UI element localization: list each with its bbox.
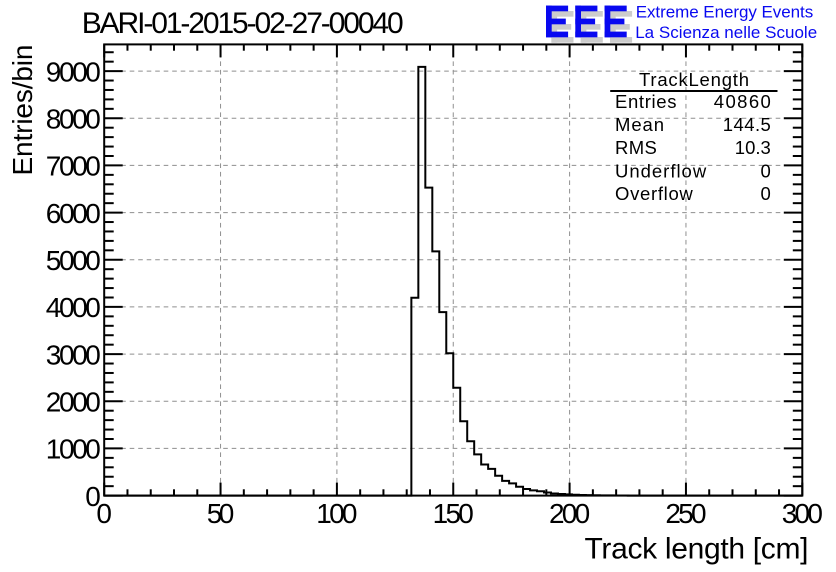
svg-text:BARI-01-2015-02-27-00040: BARI-01-2015-02-27-00040 [82,7,404,40]
svg-text:0: 0 [761,183,771,204]
svg-text:7000: 7000 [46,151,101,182]
svg-text:150: 150 [433,498,474,529]
svg-text:50: 50 [207,498,235,529]
svg-text:RMS: RMS [615,137,657,158]
svg-text:10.3: 10.3 [735,137,771,158]
svg-text:Entries: Entries [615,91,677,112]
svg-text:144.5: 144.5 [723,114,771,135]
svg-text:40860: 40860 [714,91,771,112]
svg-text:2000: 2000 [46,387,101,418]
svg-text:250: 250 [665,498,706,529]
svg-text:Track length [cm]: Track length [cm] [585,533,809,566]
svg-text:Entries/bin: Entries/bin [7,45,38,176]
svg-text:5000: 5000 [46,245,101,276]
svg-text:3000: 3000 [46,339,101,370]
svg-text:Overflow: Overflow [615,183,693,204]
svg-text:1000: 1000 [46,434,101,465]
svg-text:4000: 4000 [46,292,101,323]
svg-text:200: 200 [549,498,590,529]
svg-text:Extreme Energy Events: Extreme Energy Events [636,3,814,22]
svg-text:0: 0 [85,481,101,512]
svg-text:300: 300 [782,498,823,529]
svg-text:8000: 8000 [46,104,101,135]
svg-text:0: 0 [96,498,112,529]
svg-text:6000: 6000 [46,198,101,229]
svg-text:0: 0 [761,160,771,181]
svg-text:9000: 9000 [46,56,101,87]
svg-text:Mean: Mean [615,114,664,135]
svg-text:Underflow: Underflow [615,160,707,181]
svg-text:100: 100 [316,498,357,529]
svg-text:TrackLength: TrackLength [639,69,749,90]
svg-text:La Scienza nelle Scuole: La Scienza nelle Scuole [635,23,817,42]
